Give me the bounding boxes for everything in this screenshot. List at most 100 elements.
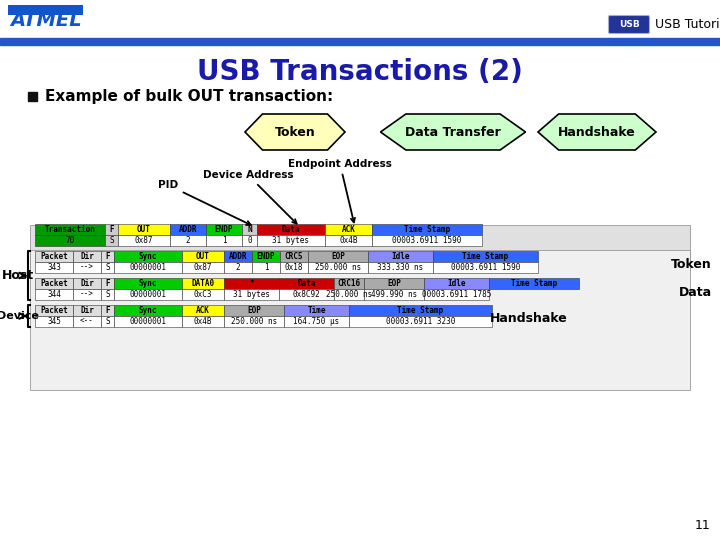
Text: F: F	[105, 279, 110, 288]
Bar	[0, 38, 720, 45]
Text: Token: Token	[274, 125, 315, 138]
Bar	[334, 289, 364, 300]
Text: Transaction: Transaction	[45, 225, 96, 234]
Text: 2: 2	[186, 236, 190, 245]
Bar	[334, 278, 364, 289]
Text: Idle: Idle	[391, 252, 410, 261]
Text: Device Address: Device Address	[203, 170, 297, 224]
Text: Time Stamp: Time Stamp	[397, 306, 444, 315]
Text: 250.000 ns: 250.000 ns	[315, 263, 361, 272]
Text: <--: <--	[80, 317, 94, 326]
Bar	[35, 305, 73, 316]
Text: 0xC3: 0xC3	[194, 290, 212, 299]
Bar	[224, 289, 279, 300]
Bar	[73, 262, 101, 273]
Bar	[489, 278, 579, 289]
Bar	[349, 316, 492, 327]
Bar	[224, 316, 284, 327]
Text: USB Transactions (2): USB Transactions (2)	[197, 58, 523, 86]
Bar	[35, 235, 105, 246]
Bar	[364, 278, 424, 289]
Polygon shape	[380, 114, 526, 150]
Text: -->: -->	[80, 290, 94, 299]
Bar	[252, 262, 280, 273]
Bar	[118, 235, 170, 246]
Text: 00003.6911 1785: 00003.6911 1785	[422, 290, 491, 299]
Text: 343: 343	[47, 263, 61, 272]
Bar	[372, 224, 482, 235]
Text: Time Stamp: Time Stamp	[511, 279, 557, 288]
Text: 1: 1	[222, 236, 226, 245]
Text: -->: -->	[80, 263, 94, 272]
Bar	[433, 251, 538, 262]
Text: 11: 11	[694, 519, 710, 532]
Bar	[284, 305, 349, 316]
Text: USB: USB	[618, 20, 639, 29]
Text: ATMEL: ATMEL	[10, 10, 81, 30]
Text: 499.990 ns: 499.990 ns	[371, 290, 417, 299]
Bar	[308, 251, 368, 262]
Bar	[35, 316, 73, 327]
Text: F: F	[105, 306, 110, 315]
Text: Time Stamp: Time Stamp	[462, 252, 508, 261]
Bar	[368, 262, 433, 273]
Bar	[105, 235, 118, 246]
Text: Device: Device	[0, 311, 39, 321]
Text: Sync: Sync	[139, 279, 157, 288]
Bar	[114, 251, 182, 262]
Text: Time: Time	[307, 306, 325, 315]
Text: Handshake: Handshake	[490, 313, 568, 326]
Text: 164.750 μs: 164.750 μs	[293, 317, 340, 326]
Text: 00000001: 00000001	[130, 290, 166, 299]
Bar	[206, 224, 242, 235]
Text: 0: 0	[247, 236, 252, 245]
Bar	[8, 5, 83, 15]
Bar	[28, 92, 37, 101]
Text: ACK: ACK	[341, 225, 356, 234]
Bar	[35, 289, 73, 300]
Text: Dir: Dir	[80, 279, 94, 288]
Text: 70: 70	[66, 236, 75, 245]
Text: Packet: Packet	[40, 279, 68, 288]
Bar	[73, 251, 101, 262]
Text: 250.000 ns: 250.000 ns	[231, 317, 277, 326]
Bar	[114, 262, 182, 273]
Bar	[101, 289, 114, 300]
Text: 333.330 ns: 333.330 ns	[377, 263, 423, 272]
Bar	[368, 251, 433, 262]
Bar	[73, 316, 101, 327]
Text: 31 bytes: 31 bytes	[233, 290, 270, 299]
Text: ACK: ACK	[196, 306, 210, 315]
Text: EOP: EOP	[247, 306, 261, 315]
Bar	[170, 224, 206, 235]
Text: 0x18: 0x18	[284, 263, 303, 272]
Text: Dir: Dir	[80, 252, 94, 261]
Bar	[182, 305, 224, 316]
Bar	[279, 278, 334, 289]
Bar	[252, 251, 280, 262]
Text: 00003.6911 1590: 00003.6911 1590	[392, 236, 462, 245]
Bar	[101, 278, 114, 289]
Text: S: S	[105, 290, 110, 299]
Text: ADDR: ADDR	[229, 252, 247, 261]
Bar	[114, 305, 182, 316]
Bar	[170, 235, 206, 246]
Text: CRC16: CRC16	[338, 279, 361, 288]
Bar	[182, 251, 224, 262]
Text: 0x8C92: 0x8C92	[292, 290, 320, 299]
Text: DATA0: DATA0	[192, 279, 215, 288]
Text: OUT: OUT	[196, 252, 210, 261]
Text: Sync: Sync	[139, 306, 157, 315]
Text: ENDP: ENDP	[215, 225, 233, 234]
Bar	[206, 235, 242, 246]
Text: EOP: EOP	[331, 252, 345, 261]
Text: S: S	[105, 317, 110, 326]
Text: Token: Token	[671, 259, 712, 272]
Text: Packet: Packet	[40, 252, 68, 261]
Bar	[224, 262, 252, 273]
Text: F: F	[109, 225, 114, 234]
Text: Host: Host	[2, 269, 34, 282]
Bar	[30, 250, 690, 390]
Text: S: S	[105, 263, 110, 272]
Bar	[101, 305, 114, 316]
